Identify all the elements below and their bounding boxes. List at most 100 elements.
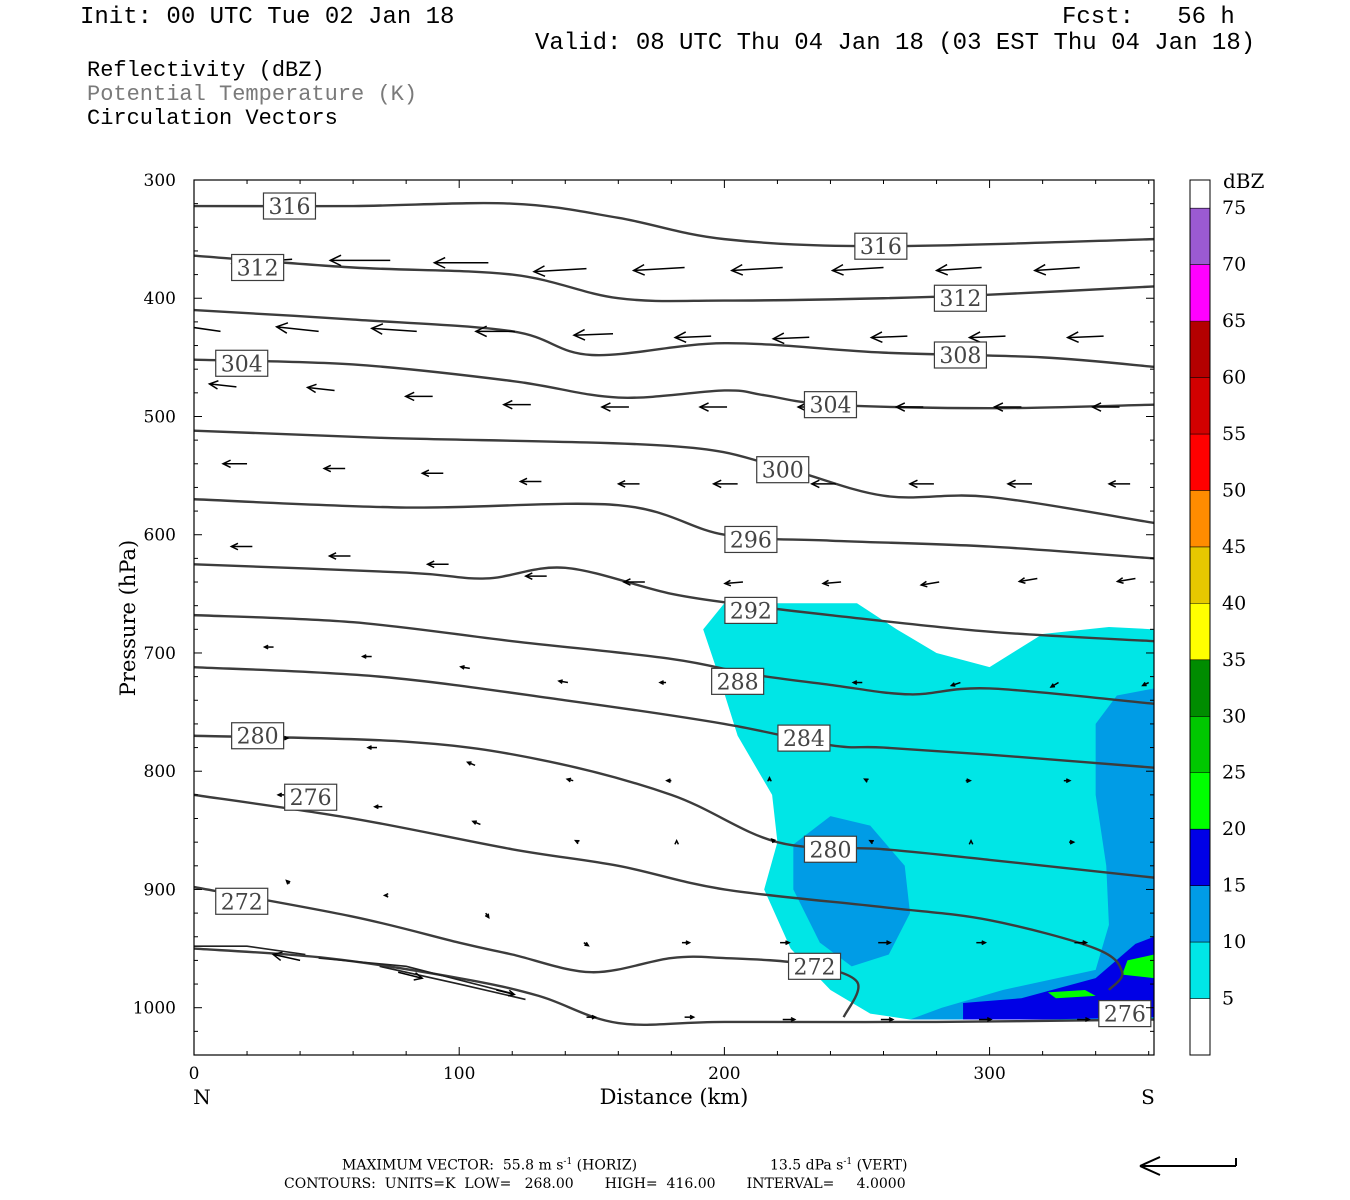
circulation-vector-75 — [868, 839, 874, 845]
circulation-vector-7 — [830, 263, 884, 276]
contour-label-316-1: 316 — [860, 235, 902, 260]
field-circulation-vectors: Circulation Vectors — [87, 106, 338, 131]
circulation-vector-27 — [894, 402, 924, 412]
circulation-vector-6 — [730, 263, 783, 276]
x-tick-label-300: 300 — [973, 1064, 1005, 1084]
contour-label-296-0: 296 — [730, 528, 772, 553]
colorbar-label-60: 60 — [1222, 367, 1246, 389]
reference-vector-icon — [1139, 1156, 1237, 1176]
field-potential-temperature: Potential Temperature (K) — [87, 82, 418, 107]
circulation-vector-9 — [1033, 263, 1080, 276]
contour-label-276-0: 276 — [290, 786, 332, 811]
circulation-vector-84 — [878, 940, 892, 946]
circulation-vector-56 — [851, 680, 863, 685]
y-tick-label-700: 700 — [144, 644, 176, 664]
circulation-vector-65 — [767, 775, 772, 782]
colorbar-segment-12 — [1190, 321, 1210, 378]
y-axis-title: Pressure (hPa) — [116, 540, 140, 696]
colorbar-frame — [1189, 179, 1211, 1056]
colorbar-label-25: 25 — [1222, 762, 1246, 784]
colorbar-label-70: 70 — [1222, 254, 1246, 276]
reflectivity-region-20dbz-5 — [1047, 989, 1096, 999]
circulation-vector-48 — [1017, 577, 1038, 584]
circulation-vector-51 — [360, 654, 372, 659]
colorbar-label-50: 50 — [1222, 479, 1246, 501]
circulation-vector-12 — [370, 323, 417, 335]
circulation-vector-11 — [274, 322, 319, 334]
theta-contour-276 — [194, 793, 1124, 991]
circulation-vector-35 — [711, 479, 738, 489]
circulation-vector-22 — [403, 391, 433, 402]
circulation-vector-47 — [919, 580, 940, 588]
contour-label-304-0: 304 — [221, 352, 263, 377]
contour-label-box-292-0 — [724, 596, 778, 625]
colorbar-segment-14 — [1190, 208, 1210, 265]
colorbar-segment-4 — [1190, 772, 1210, 830]
contour-label-box-272-1 — [787, 952, 842, 980]
circulation-vector-53 — [557, 679, 569, 684]
x-axis-title: Distance (km) — [600, 1085, 749, 1109]
contour-label-box-312-1 — [933, 284, 988, 312]
circulation-vector-17 — [869, 331, 908, 344]
colorbar-title: dBZ — [1223, 169, 1265, 193]
circulation-vector-86 — [1074, 940, 1089, 946]
contour-label-box-276-0 — [284, 783, 338, 811]
contour-info: CONTOURS: UNITS=K LOW= 268.00 HIGH= 416.… — [284, 1176, 906, 1192]
circulation-vector-79 — [382, 892, 389, 898]
y-tick-label-300: 300 — [144, 171, 176, 191]
circulation-vector-77 — [1069, 839, 1076, 845]
circulation-vector-85 — [976, 940, 988, 946]
circulation-vector-54 — [658, 680, 667, 685]
circulation-vector-57 — [949, 681, 961, 687]
theta-contour-292 — [194, 563, 1154, 643]
contour-label-box-276-1 — [1098, 1000, 1152, 1028]
contour-label-box-312-0 — [231, 253, 285, 282]
circulation-vector-50 — [262, 644, 274, 650]
colorbar-label-55: 55 — [1222, 423, 1246, 445]
colorbar-label-15: 15 — [1222, 875, 1246, 897]
theta-contours — [194, 201, 1154, 1026]
colorbar-label-5: 5 — [1222, 988, 1234, 1010]
circulation-vector-64 — [665, 778, 672, 784]
theta-contour-312 — [194, 254, 1154, 303]
colorbar-segment-8 — [1190, 546, 1210, 604]
circulation-vector-33 — [518, 477, 542, 486]
contour-label-284-0: 284 — [783, 727, 825, 752]
colorbar-segment-6 — [1190, 659, 1210, 717]
right-end-label: S — [1141, 1085, 1155, 1109]
colorbar: 5 10 15 20 25 30 35 40 45 50 55 60 65 70 75 — [1189, 179, 1246, 1056]
colorbar-segment-0 — [1190, 998, 1210, 1055]
circulation-vector-74 — [770, 837, 776, 844]
y-tick-label-400: 400 — [144, 289, 176, 309]
contour-label-box-288-0 — [711, 667, 765, 695]
contour-label-box-280-0 — [231, 722, 285, 750]
circulation-vector-5 — [631, 263, 685, 276]
theta-contour-284 — [194, 665, 1154, 769]
circulation-vector-68 — [1063, 778, 1072, 784]
circulation-vector-49 — [1115, 577, 1136, 584]
plot-frame — [193, 179, 1155, 1056]
theta-contour-280 — [194, 734, 1154, 879]
circulation-vector-76 — [968, 838, 974, 845]
circulation-vector-92 — [782, 1017, 797, 1023]
circulation-vector-43 — [523, 572, 547, 580]
circulation-vector-4 — [532, 265, 587, 277]
max-vector-horiz: MAXIMUM VECTOR: 55.8 m s-1 (HORIZ) — [342, 1157, 638, 1174]
axes: 300 400 500 600 700 800 900 1000 0 100 200 300 — [133, 171, 1154, 1084]
circulation-vector-63 — [565, 777, 574, 783]
contour-label-292-0: 292 — [730, 599, 772, 624]
circulation-vector-72 — [573, 839, 580, 845]
y-tick-label-1000: 1000 — [133, 999, 176, 1019]
theta-contour-308 — [194, 308, 1154, 369]
theta-contour-304 — [194, 358, 1154, 410]
colorbar-segment-5 — [1190, 716, 1210, 773]
circulation-vector-88 — [398, 971, 424, 981]
circulation-vector-24 — [600, 402, 629, 412]
circulation-vector-61 — [366, 745, 377, 750]
circulation-vector-69 — [276, 792, 285, 798]
colorbar-label-30: 30 — [1222, 705, 1246, 727]
circulation-vector-95 — [1077, 1017, 1091, 1023]
colorbar-label-35: 35 — [1222, 649, 1246, 671]
y-tick-label-600: 600 — [144, 526, 176, 546]
